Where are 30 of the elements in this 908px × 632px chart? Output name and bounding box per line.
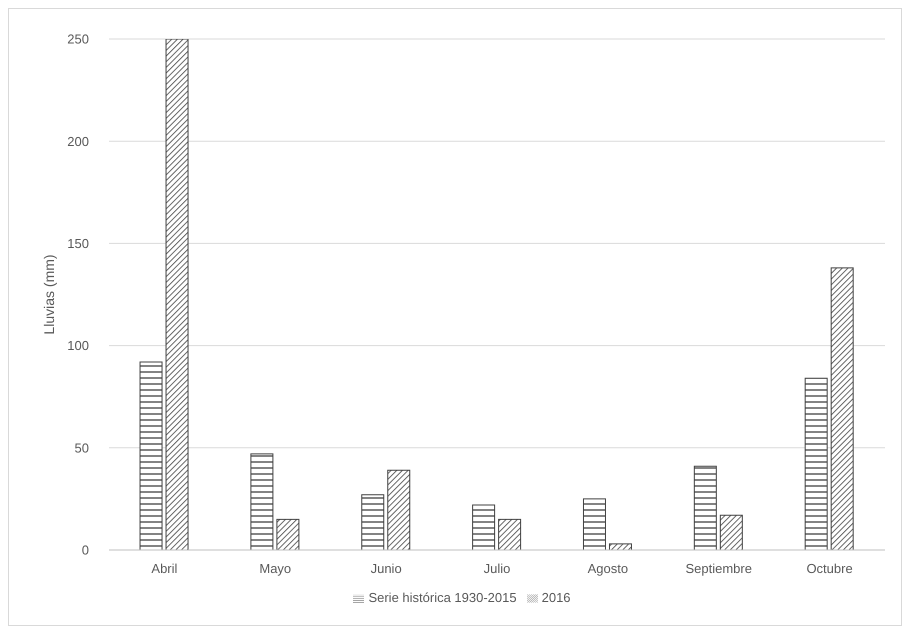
y-tick-label: 50 <box>74 440 89 456</box>
y-tick-label: 200 <box>67 134 89 149</box>
bar <box>830 267 854 550</box>
legend-label: 2016 <box>542 590 571 605</box>
bar <box>250 453 274 550</box>
bar <box>361 494 384 550</box>
x-tick-label: Mayo <box>259 561 292 576</box>
x-tick-label: Junio <box>370 561 402 576</box>
y-tick-label: 150 <box>67 236 89 252</box>
bar <box>582 498 606 550</box>
bar <box>720 514 743 550</box>
bar <box>166 39 189 550</box>
y-axis-title: Lluvias (mm) <box>40 254 57 335</box>
bar <box>498 518 522 550</box>
y-tick-label: 100 <box>67 338 89 354</box>
x-tick-label: Julio <box>484 561 510 576</box>
bar <box>694 466 717 550</box>
bar <box>804 378 828 550</box>
x-tick-label: Octubre <box>806 561 853 576</box>
bar <box>276 518 300 550</box>
bar <box>140 361 163 550</box>
legend-label: Serie histórica 1930-2015 <box>368 590 517 605</box>
x-tick-label: Agosto <box>588 561 628 576</box>
y-tick-label: 0 <box>82 542 89 558</box>
bar <box>472 504 496 550</box>
bar <box>608 543 632 550</box>
x-tick-label: Abril <box>151 561 178 576</box>
bar <box>387 470 410 550</box>
x-tick-label: Septiembre <box>685 561 752 576</box>
y-tick-label: 250 <box>67 32 89 47</box>
